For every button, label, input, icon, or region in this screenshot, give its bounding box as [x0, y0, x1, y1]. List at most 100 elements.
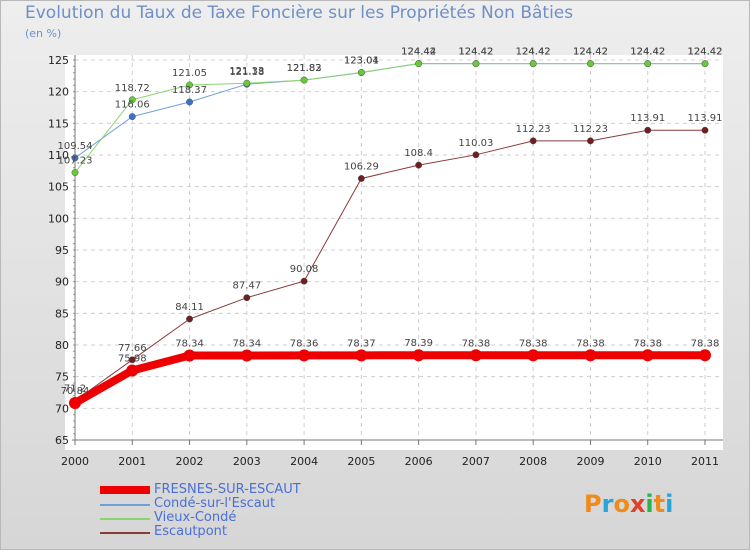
y-tick-label: 115 — [48, 117, 69, 130]
data-label-1: 124.42 — [458, 47, 493, 58]
data-point-0 — [355, 349, 368, 362]
data-point-3 — [186, 315, 193, 323]
data-label-2: 124.42 — [458, 47, 493, 58]
data-point-2 — [71, 169, 79, 176]
data-label-2: 123.04 — [344, 55, 379, 66]
data-label-0: 78.38 — [691, 338, 720, 349]
data-point-0 — [584, 349, 597, 362]
x-tick-label: 2003 — [233, 455, 261, 468]
legend-label-escautpont: Escautpont — [154, 524, 227, 539]
data-point-0 — [183, 349, 196, 362]
data-label-2: 121.33 — [229, 66, 264, 77]
data-point-1 — [128, 113, 136, 121]
data-point-0 — [298, 349, 311, 362]
legend-label-vieux-conde: Vieux-Condé — [154, 510, 237, 525]
logo-letter: i — [665, 490, 674, 518]
data-point-3 — [300, 277, 308, 285]
data-point-0 — [69, 397, 81, 410]
series-line-0 — [71, 351, 709, 408]
data-point-2 — [357, 68, 365, 76]
logo-letter: r — [601, 490, 614, 518]
data-label-1: 124.42 — [688, 47, 723, 58]
series-line-3 — [74, 129, 706, 402]
data-point-3 — [472, 151, 480, 159]
data-point-2 — [243, 79, 251, 87]
y-tick-label: 105 — [48, 181, 69, 194]
data-point-0 — [240, 349, 253, 362]
data-point-2 — [415, 60, 423, 68]
x-tick-label: 2009 — [576, 455, 604, 468]
x-tick-label: 2005 — [347, 455, 375, 468]
data-label-0: 78.34 — [232, 339, 261, 350]
legend-label-conde: Condé-sur-l'Escaut — [154, 496, 276, 511]
data-point-0 — [469, 349, 482, 362]
data-point-2 — [701, 60, 709, 68]
data-point-1 — [71, 154, 79, 162]
data-label-2: 124.42 — [401, 47, 436, 58]
data-label-3: 84.11 — [175, 302, 204, 313]
data-label-0: 78.38 — [519, 338, 548, 349]
legend-line-fresnes — [100, 486, 150, 494]
data-label-3: 108.4 — [404, 148, 433, 159]
legend-item-conde: Condé-sur-l'Escaut — [100, 497, 400, 511]
x-tick-label: 2010 — [634, 455, 662, 468]
legend-item-escautpont: Escautpont — [100, 525, 400, 539]
y-tick-label: 75 — [55, 371, 69, 384]
data-point-2 — [186, 81, 193, 89]
data-label-0: 70.84 — [61, 386, 90, 397]
data-label-3: 112.23 — [573, 124, 608, 135]
data-point-3 — [529, 137, 537, 145]
data-point-2 — [587, 60, 594, 68]
x-tick-label: 2004 — [290, 455, 318, 468]
data-label-0: 78.38 — [633, 338, 662, 349]
data-label-2: 124.42 — [516, 47, 551, 58]
x-tick-label: 2001 — [118, 455, 146, 468]
data-label-1: 124.42 — [630, 47, 665, 58]
data-label-1: 118.37 — [172, 85, 207, 96]
data-point-0 — [527, 349, 540, 362]
data-point-2 — [472, 60, 480, 68]
data-label-2: 124.42 — [573, 47, 608, 58]
data-label-3: 71.2 — [64, 384, 86, 395]
plot-area — [65, 55, 723, 450]
data-label-2: 121.05 — [172, 68, 207, 79]
data-label-1: 123.01 — [344, 56, 379, 67]
data-label-0: 78.38 — [462, 338, 491, 349]
y-tick-label: 110 — [48, 149, 69, 162]
data-label-3: 110.03 — [458, 138, 493, 149]
legend-label-fresnes: FRESNES-SUR-ESCAUT — [154, 482, 301, 497]
data-label-0: 75.98 — [118, 353, 147, 364]
data-point-3 — [644, 126, 652, 134]
data-label-2: 121.82 — [287, 63, 322, 74]
data-point-3 — [243, 294, 251, 302]
data-label-1: 124.42 — [516, 47, 551, 58]
data-point-3 — [128, 356, 136, 364]
data-label-3: 112.23 — [516, 124, 551, 135]
logo-letter: t — [653, 490, 666, 518]
chart-subtitle: (en %) — [25, 27, 62, 40]
data-point-3 — [415, 161, 423, 169]
data-label-1: 124.44 — [401, 47, 436, 58]
y-tick-label: 95 — [55, 244, 69, 257]
logo-letter: o — [613, 490, 630, 518]
x-tick-label: 2011 — [691, 455, 719, 468]
data-label-2: 118.72 — [115, 83, 150, 94]
x-tick-label: 2007 — [462, 455, 490, 468]
data-point-0 — [641, 349, 654, 362]
data-label-1: 109.54 — [58, 141, 93, 152]
data-label-3: 90.08 — [290, 264, 319, 275]
data-label-0: 78.39 — [404, 338, 433, 349]
data-point-2 — [529, 60, 537, 68]
x-tick-label: 2000 — [61, 455, 89, 468]
legend-line-conde — [100, 504, 150, 506]
y-tick-label: 85 — [55, 307, 69, 320]
y-tick-label: 90 — [55, 276, 69, 289]
data-label-1: 116.06 — [115, 100, 150, 111]
data-label-3: 113.91 — [630, 113, 665, 124]
data-label-0: 78.37 — [347, 338, 376, 349]
data-label-2: 124.42 — [688, 47, 723, 58]
chart-title: Evolution du Taux de Taxe Foncière sur l… — [25, 3, 574, 23]
logo-letter: P — [584, 490, 602, 518]
data-point-2 — [128, 96, 136, 104]
proxiti-logo: Proxiti — [584, 490, 673, 518]
